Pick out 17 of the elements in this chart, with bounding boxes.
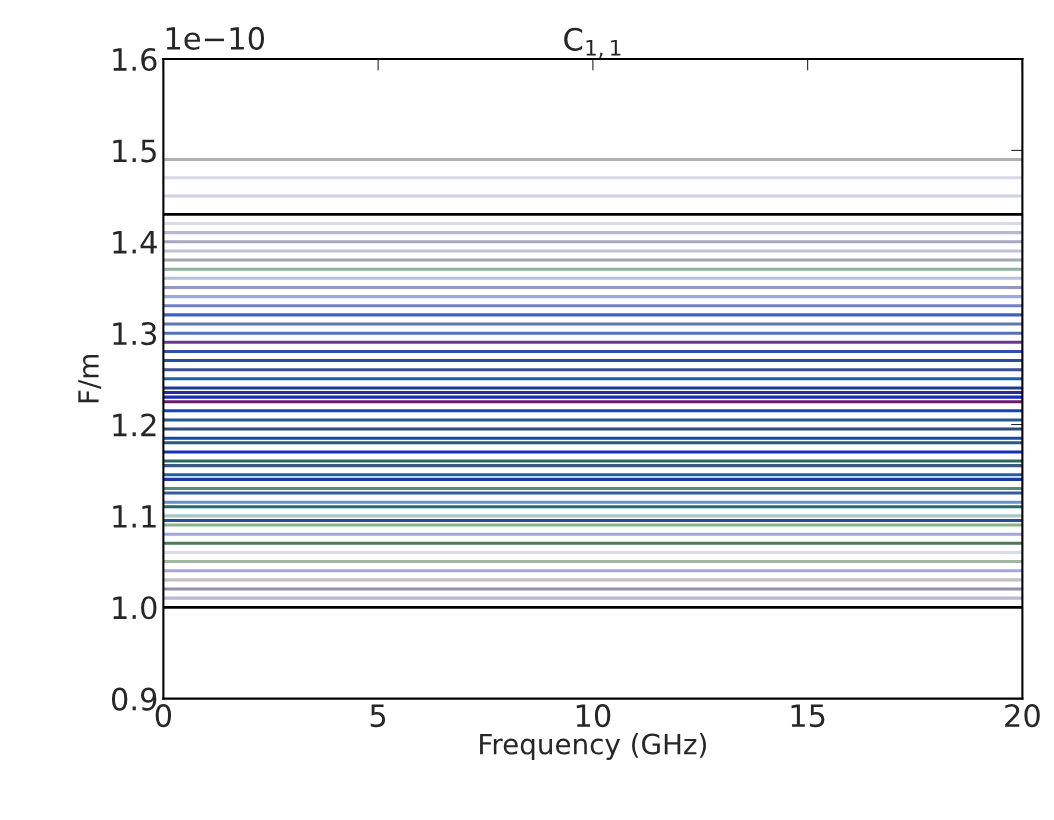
y-tick-label: 1.5 [113,139,156,163]
y-tick-label: 1.6 [113,47,157,72]
x-tick-label: 20 [1005,704,1040,728]
y-tick-label: 0.9 [111,687,157,711]
chart-title: C$_{1,1}$ [564,27,621,58]
y-tick-label: 1.1 [113,505,156,528]
x-tick-label: 10 [576,704,611,728]
x-tick-label: 15 [791,704,825,728]
y-tick-label: 1.3 [113,322,157,346]
x-tick-label: 5 [370,704,386,728]
y-tick-label: 1.4 [113,231,157,254]
text: 1e−10 [166,26,265,50]
y-axis-title: F/m [78,355,102,403]
y-tick-label: 1.2 [113,413,156,437]
x-axis-title: Frequency (GHz) [480,733,706,760]
x-tick-label: 0 [155,704,172,728]
y-tick-label: 1.0 [113,596,157,620]
